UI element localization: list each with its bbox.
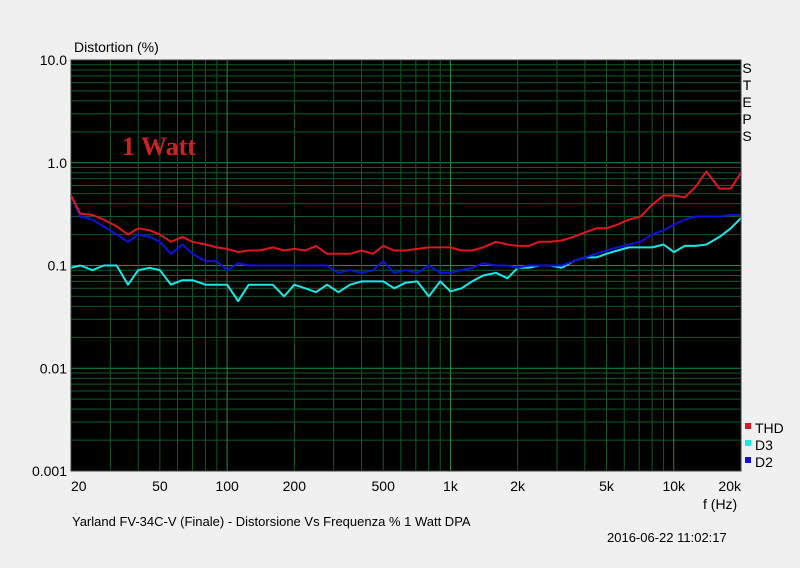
y-tick-label: 0.001 (32, 463, 67, 479)
y-tick-label: 0.01 (40, 360, 67, 376)
x-tick-label: 20 (71, 478, 87, 494)
legend-swatch-thd (745, 423, 751, 429)
x-tick-label: 1k (443, 478, 459, 494)
series-line-thd (70, 170, 742, 255)
x-tick-label: 5k (599, 478, 615, 494)
x-tick-label: 100 (215, 478, 239, 494)
steps-letter: S (742, 128, 751, 144)
x-tick-label: 2k (510, 478, 526, 494)
legend-swatch-d3 (745, 440, 751, 446)
steps-letter: T (743, 77, 752, 93)
y-tick-label: 0.1 (48, 258, 68, 274)
power-annotation: 1 Watt (122, 132, 196, 161)
x-tick-label: 10k (662, 478, 686, 494)
legend-swatch-d2 (745, 457, 751, 463)
y-tick-label: 10.0 (40, 52, 67, 68)
x-tick-labels: 20 50 100 200 500 1k 2k 5k 10k 20k (71, 478, 742, 494)
series-lines (70, 170, 742, 303)
x-tick-label: 200 (283, 478, 307, 494)
legend-label-thd: THD (755, 420, 784, 436)
steps-letter: S (742, 60, 751, 76)
grid (70, 59, 742, 472)
chart-caption: Yarland FV-34C-V (Finale) - Distorsione … (72, 514, 471, 529)
series-line-d3 (70, 217, 742, 303)
plot-border (70, 59, 742, 472)
x-tick-label: 50 (152, 478, 168, 494)
x-axis-label: f (Hz) (703, 496, 737, 512)
y-tick-labels: 10.0 1.0 0.1 0.01 0.001 (32, 52, 67, 479)
x-tick-label: 500 (372, 478, 396, 494)
y-tick-label: 1.0 (48, 155, 68, 171)
steps-letter: E (742, 94, 751, 110)
series-line-d2 (70, 195, 741, 274)
y-axis-label: Distortion (%) (74, 39, 159, 55)
steps-letter: P (742, 111, 751, 127)
x-tick-label: 20k (718, 478, 742, 494)
timestamp: 2016-06-22 11:02:17 (607, 530, 727, 545)
legend-label-d2: D2 (755, 454, 773, 470)
legend-label-d3: D3 (755, 437, 773, 453)
